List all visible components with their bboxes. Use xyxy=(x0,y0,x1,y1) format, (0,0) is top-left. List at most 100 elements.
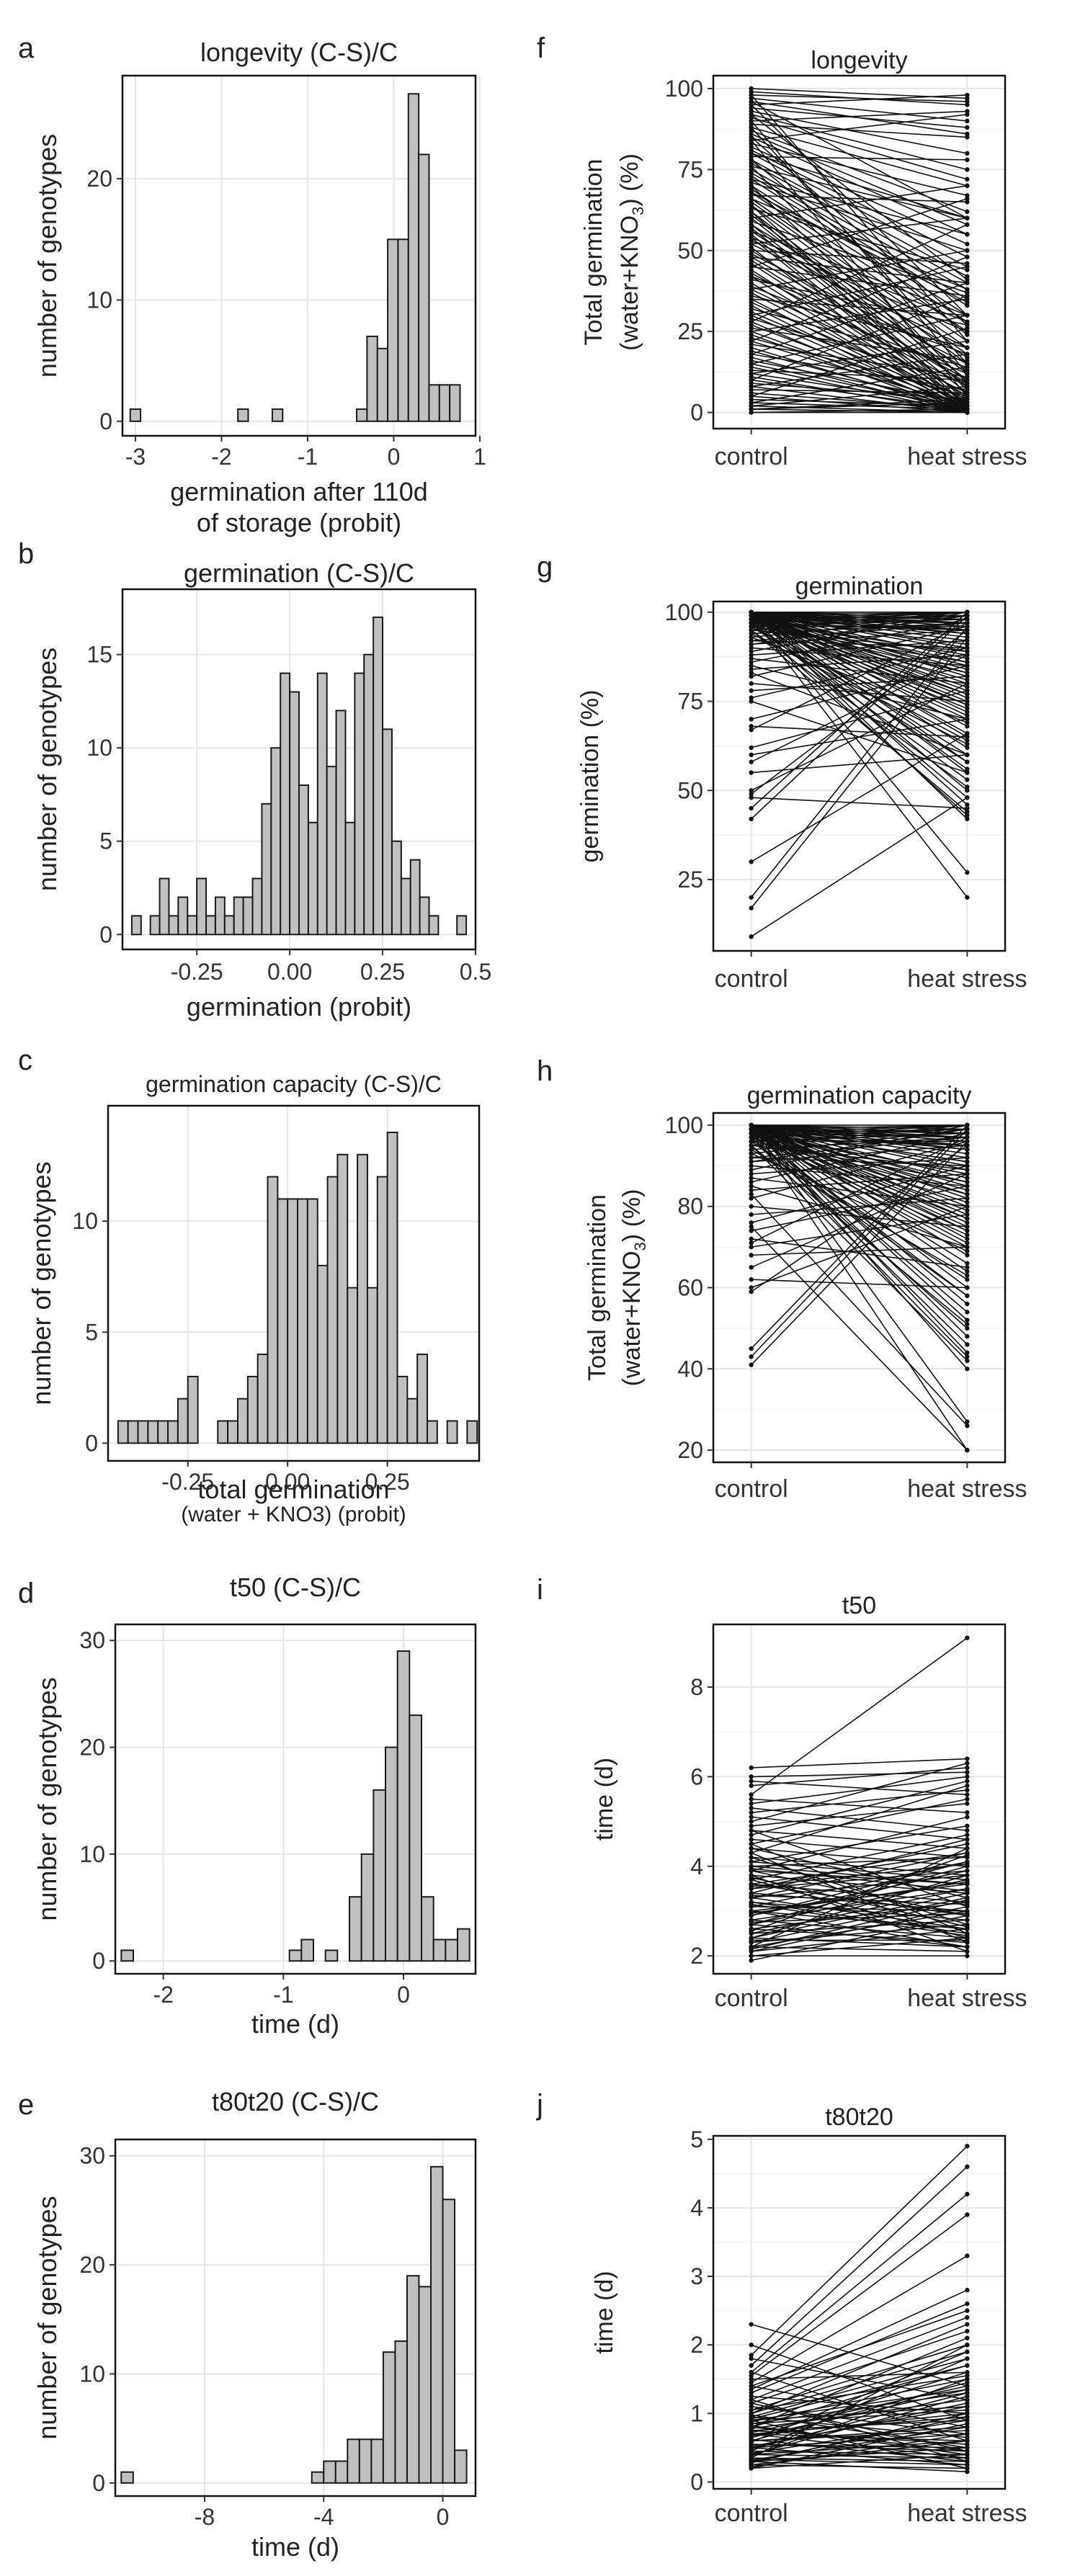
x-tick-label: 0.25 xyxy=(365,1469,409,1495)
histogram-bar xyxy=(130,915,142,936)
control-point xyxy=(749,1815,754,1820)
control-point xyxy=(749,642,754,647)
control-point xyxy=(749,2445,754,2451)
y-tick-label: 100 xyxy=(665,1112,703,1138)
heat-stress-point xyxy=(965,1358,970,1364)
pair-line xyxy=(751,1798,968,1845)
y-tick-label: 0 xyxy=(92,1948,105,1974)
panel-f: f longevity 0 25 50 75 100 control heat stress To… xyxy=(537,32,1027,470)
heat-stress-point xyxy=(965,670,970,676)
plot-frame xyxy=(712,600,1007,952)
y-tick-label: 30 xyxy=(79,2143,105,2169)
bars xyxy=(129,93,461,422)
histogram-bar xyxy=(326,766,337,936)
pair-line xyxy=(751,636,968,724)
heat-stress-point xyxy=(965,393,970,399)
pair-line xyxy=(751,725,968,738)
pair-line xyxy=(751,665,968,720)
control-point xyxy=(749,1810,754,1815)
pair-line xyxy=(751,615,968,645)
histogram-bar xyxy=(177,896,189,936)
heat-stress-point xyxy=(965,1333,970,1339)
control-point xyxy=(749,1139,754,1144)
pair-line xyxy=(751,622,968,730)
pair-line xyxy=(751,2309,968,2387)
pair-line xyxy=(751,185,968,219)
heat-stress-point xyxy=(965,2418,970,2423)
heat-stress-point xyxy=(965,332,970,337)
panel-g: g germination 25 50 75 100 control heat stress g… xyxy=(537,551,1027,993)
heat-stress-point xyxy=(965,1837,970,1842)
control-point xyxy=(749,1920,754,1925)
heat-stress-point xyxy=(965,1322,970,1327)
pair-line xyxy=(751,1129,968,1357)
heat-stress-point xyxy=(965,2363,970,2368)
histogram-bar xyxy=(418,153,430,422)
histogram-bar xyxy=(366,1287,378,1444)
histogram-bar xyxy=(407,93,420,422)
heat-stress-point xyxy=(965,2448,970,2454)
plot-frame xyxy=(107,1104,481,1462)
histogram-bar xyxy=(457,1928,470,1962)
histogram-bar xyxy=(270,747,282,936)
pair-line xyxy=(751,612,968,659)
heat-stress-point xyxy=(965,96,970,101)
control-point xyxy=(749,609,754,615)
control-point xyxy=(749,645,754,650)
control-point xyxy=(749,2441,754,2447)
histogram-bar xyxy=(396,1375,409,1444)
histogram-bar xyxy=(382,2351,396,2484)
y-tick-label: 0 xyxy=(690,2469,703,2495)
control-point xyxy=(749,1147,754,1152)
histogram-bar xyxy=(223,915,235,936)
heat-stress-point xyxy=(965,666,970,672)
pair-points xyxy=(749,609,970,939)
pair-line xyxy=(751,1137,968,1150)
control-point xyxy=(749,617,754,622)
control-point xyxy=(749,816,754,822)
control-point xyxy=(749,264,754,269)
histogram-bar xyxy=(117,1420,129,1444)
control-point xyxy=(749,367,754,373)
pair-line xyxy=(751,1185,968,1232)
y-axis-label: number of genotypes xyxy=(32,2196,62,2439)
control-point xyxy=(749,151,754,156)
pair-line xyxy=(751,298,968,332)
control-point xyxy=(749,390,754,395)
control-point xyxy=(749,213,754,218)
control-point xyxy=(749,335,754,341)
control-point xyxy=(749,138,754,143)
y-axis-label-2: (water+KNO3) (%) xyxy=(618,1189,649,1387)
pair-line xyxy=(751,2399,968,2430)
heat-stress-point xyxy=(965,1761,970,1766)
pair-line xyxy=(751,1903,968,1936)
control-point xyxy=(749,1846,754,1851)
heat-stress-point xyxy=(965,1240,970,1245)
heat-stress-point xyxy=(965,2404,970,2410)
x-tick-label: -8 xyxy=(195,2504,215,2530)
histogram-bar xyxy=(449,384,461,422)
pair-line xyxy=(751,104,968,316)
control-point xyxy=(749,1228,754,1233)
pair-line xyxy=(751,1897,968,1930)
control-point xyxy=(749,202,754,208)
pair-line xyxy=(751,1861,968,1908)
x-category-label: control xyxy=(715,965,788,993)
control-point xyxy=(749,788,754,793)
pair-line xyxy=(751,1124,968,1232)
control-point xyxy=(749,157,754,163)
pair-line xyxy=(751,107,968,128)
heat-stress-point xyxy=(965,2400,970,2406)
control-point xyxy=(749,293,754,298)
pair-line xyxy=(751,218,968,245)
heat-stress-point xyxy=(965,1815,970,1820)
histogram-bar xyxy=(418,2286,432,2484)
control-point xyxy=(749,1285,754,1290)
heat-stress-point xyxy=(965,713,970,718)
y-axis-label: Total germination xyxy=(584,1194,611,1381)
pair-line xyxy=(751,2375,968,2411)
heat-stress-point xyxy=(965,1318,970,1323)
histogram-bar xyxy=(428,915,440,936)
heat-stress-point xyxy=(965,2335,970,2340)
pair-line xyxy=(751,1124,968,1134)
